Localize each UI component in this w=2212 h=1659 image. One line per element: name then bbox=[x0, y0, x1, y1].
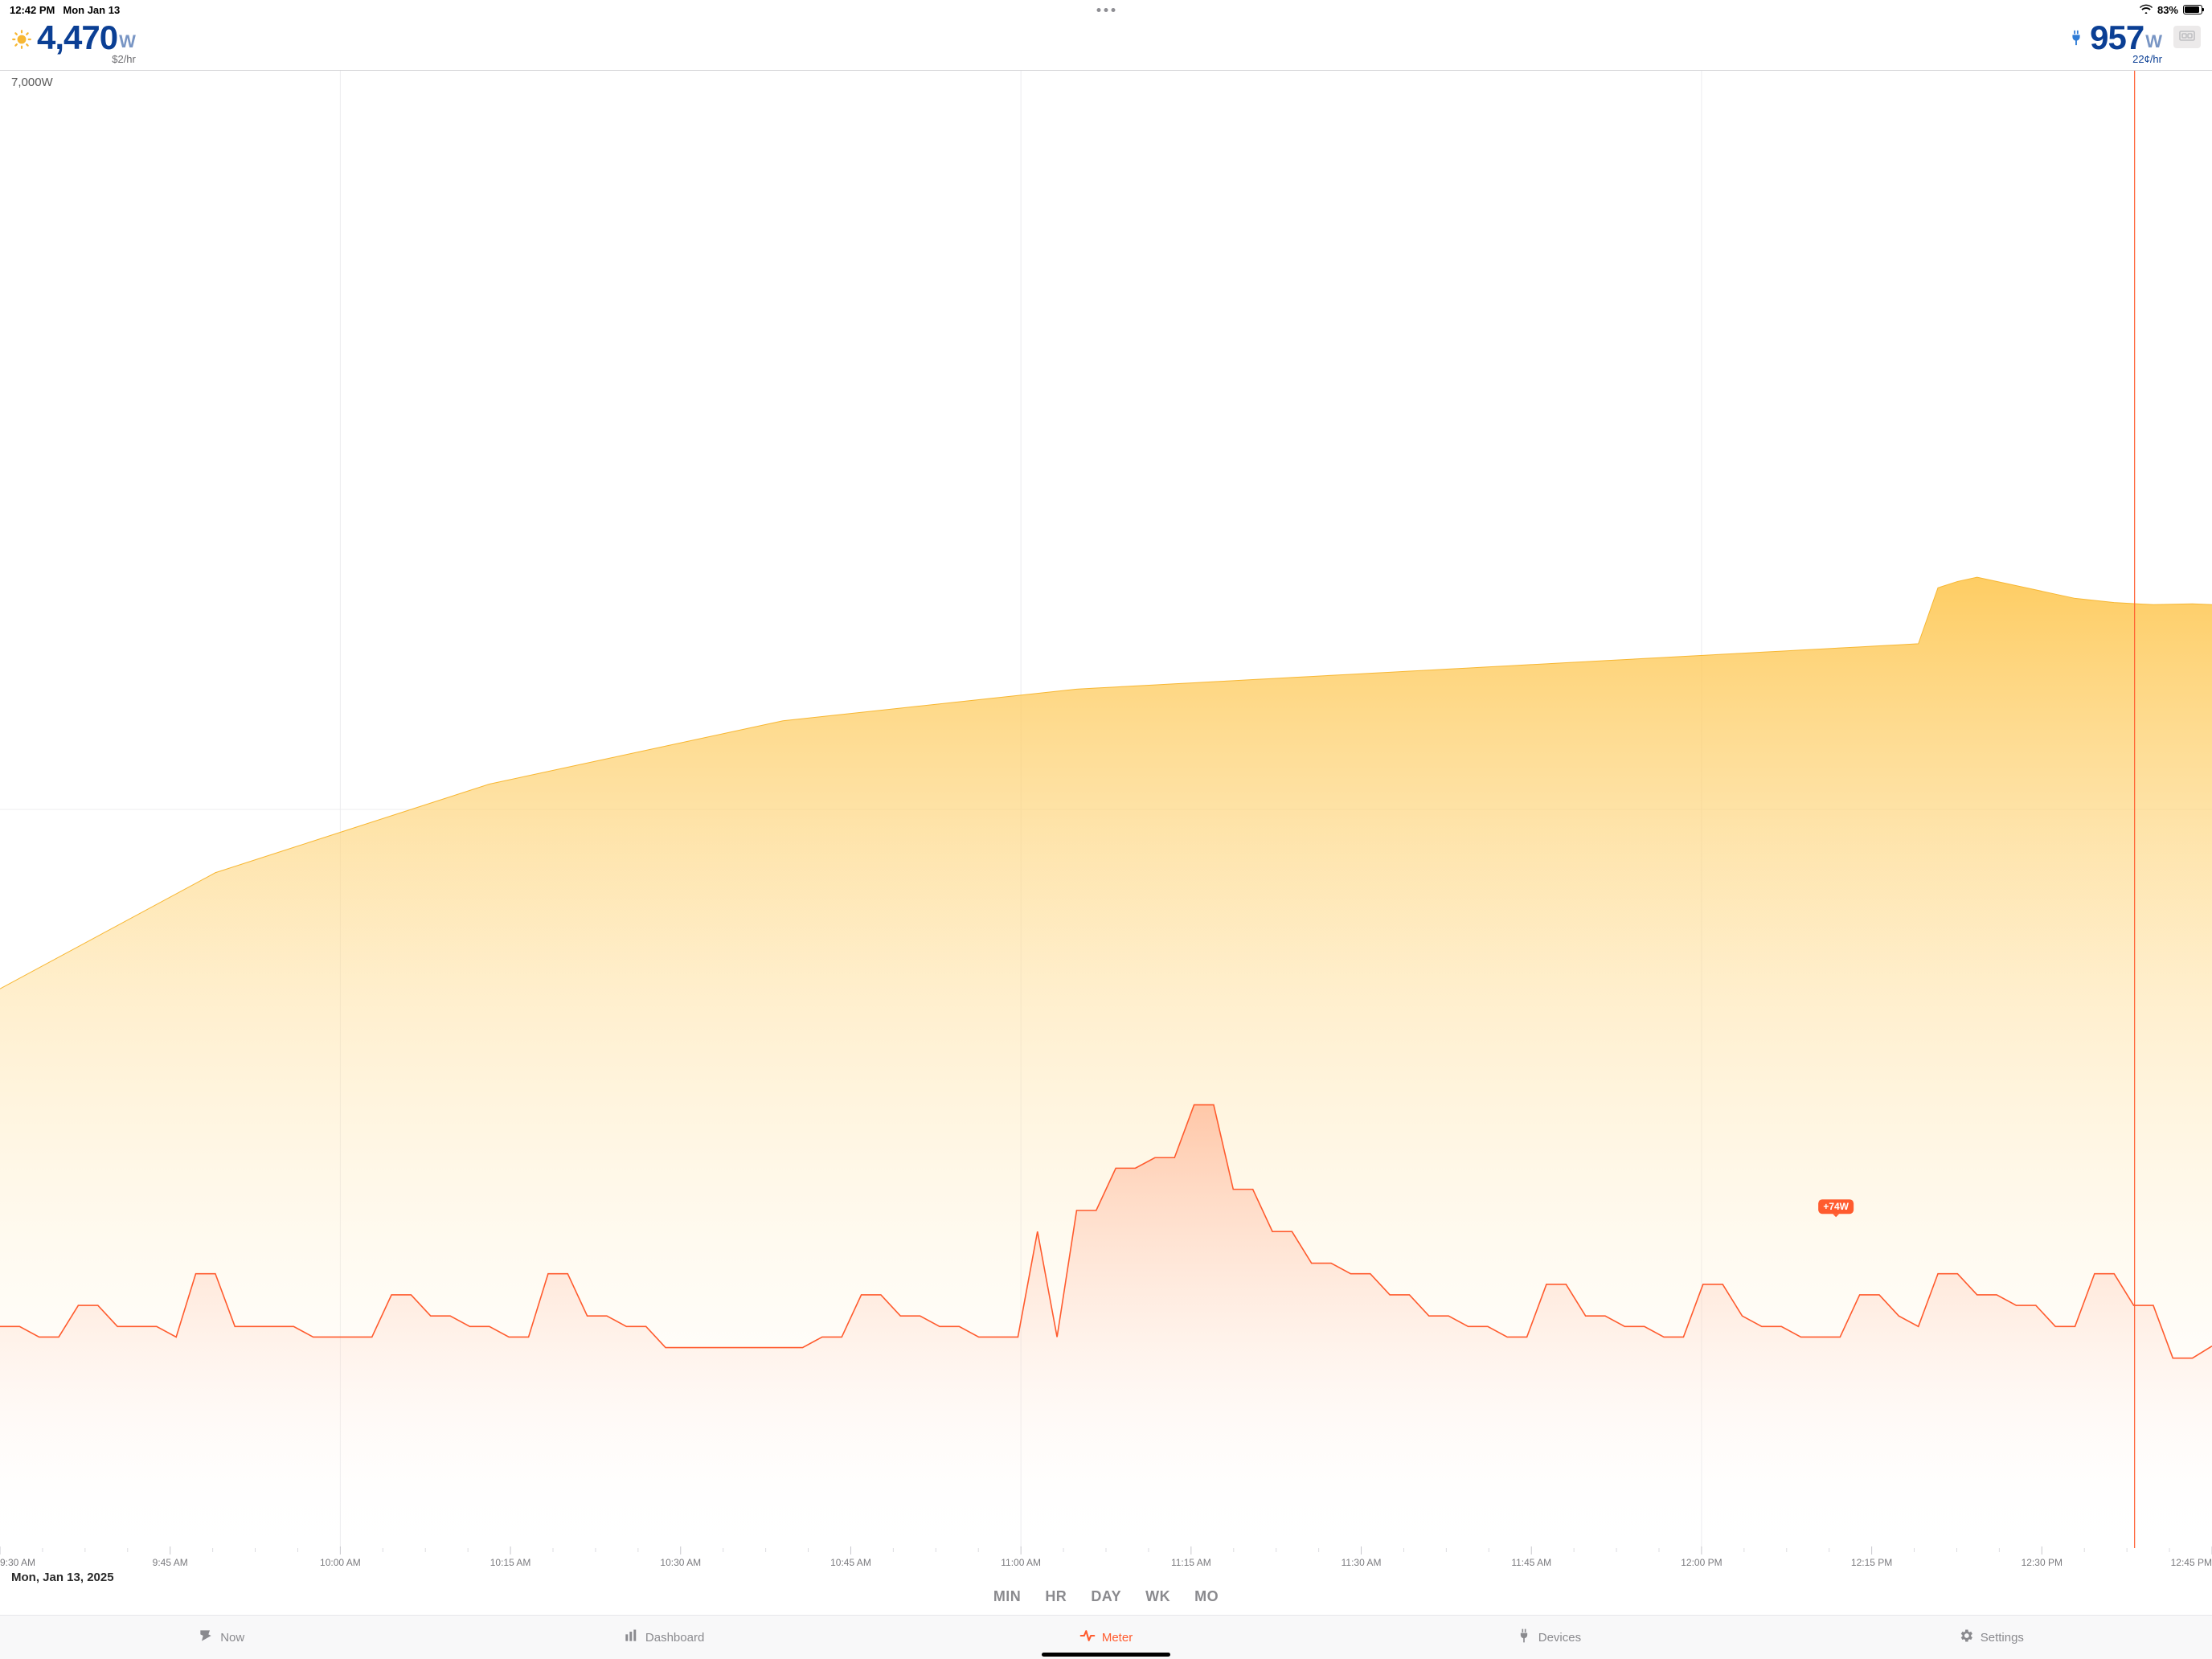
meter-icon bbox=[1079, 1628, 1096, 1647]
y-axis-label: 7,000W bbox=[11, 76, 53, 89]
battery-icon bbox=[2183, 5, 2202, 14]
range-wk[interactable]: WK bbox=[1145, 1588, 1170, 1605]
settings-icon bbox=[1958, 1628, 1974, 1647]
sun-icon bbox=[11, 29, 32, 54]
status-date: Mon Jan 13 bbox=[63, 4, 120, 16]
svg-text:12:30 PM: 12:30 PM bbox=[2022, 1557, 2062, 1568]
monitor-toggle-button[interactable] bbox=[2173, 26, 2201, 48]
svg-text:11:15 AM: 11:15 AM bbox=[1171, 1557, 1211, 1568]
svg-text:11:30 AM: 11:30 AM bbox=[1342, 1557, 1382, 1568]
battery-pct: 83% bbox=[2157, 4, 2178, 16]
time-range-selector: MIN HR DAY WK MO bbox=[0, 1580, 2212, 1616]
svg-text:11:45 AM: 11:45 AM bbox=[1511, 1557, 1551, 1568]
nav-devices[interactable]: Devices bbox=[1327, 1616, 1769, 1659]
delta-annotation: +74W bbox=[1818, 1200, 1854, 1215]
dashboard-icon bbox=[623, 1628, 639, 1647]
svg-text:9:30 AM: 9:30 AM bbox=[0, 1557, 35, 1568]
devices-icon bbox=[1516, 1628, 1532, 1647]
ipad-status-bar: 12:42 PM Mon Jan 13 83% bbox=[0, 0, 2212, 18]
nav-settings[interactable]: Settings bbox=[1770, 1616, 2212, 1659]
wifi-icon bbox=[2140, 4, 2153, 16]
range-day[interactable]: DAY bbox=[1091, 1588, 1121, 1605]
consumption-unit: W bbox=[2145, 31, 2162, 52]
chart-date-label: Mon, Jan 13, 2025 bbox=[11, 1571, 114, 1584]
svg-text:10:45 AM: 10:45 AM bbox=[830, 1557, 871, 1568]
nav-label: Dashboard bbox=[645, 1631, 704, 1645]
svg-text:9:45 AM: 9:45 AM bbox=[153, 1557, 188, 1568]
solar-watts: 4,470 bbox=[37, 21, 117, 55]
range-hr[interactable]: HR bbox=[1045, 1588, 1067, 1605]
status-time: 12:42 PM bbox=[10, 4, 55, 16]
now-icon bbox=[198, 1628, 214, 1647]
solar-cost: $2/hr bbox=[112, 53, 136, 65]
consumption-watts: 957 bbox=[2090, 21, 2144, 55]
svg-text:11:00 AM: 11:00 AM bbox=[1001, 1557, 1041, 1568]
svg-text:10:30 AM: 10:30 AM bbox=[660, 1557, 701, 1568]
svg-text:10:00 AM: 10:00 AM bbox=[320, 1557, 361, 1568]
power-chart[interactable]: 7,000W 9:30 AM 9:45 AM 10:00 AM 10:15 AM 10:… bbox=[0, 71, 2212, 1580]
svg-text:12:15 PM: 12:15 PM bbox=[1851, 1557, 1892, 1568]
solar-unit: W bbox=[119, 31, 136, 52]
nav-label: Devices bbox=[1538, 1631, 1581, 1645]
svg-text:12:00 PM: 12:00 PM bbox=[1681, 1557, 1722, 1568]
nav-label: Now bbox=[220, 1631, 244, 1645]
multitask-dots[interactable] bbox=[1097, 8, 1116, 12]
svg-text:12:45 PM: 12:45 PM bbox=[2171, 1557, 2212, 1568]
range-mo[interactable]: MO bbox=[1194, 1588, 1219, 1605]
nav-label: Meter bbox=[1102, 1631, 1133, 1645]
svg-text:10:15 AM: 10:15 AM bbox=[490, 1557, 531, 1568]
plug-icon bbox=[2067, 29, 2085, 51]
consumption-cost: 22¢/hr bbox=[2132, 53, 2162, 65]
app-header: 4,470 W $2/hr 957 W 22¢/hr bbox=[0, 18, 2212, 71]
nav-now[interactable]: Now bbox=[0, 1616, 442, 1659]
nav-dashboard[interactable]: Dashboard bbox=[442, 1616, 884, 1659]
range-min[interactable]: MIN bbox=[993, 1588, 1022, 1605]
nav-label: Settings bbox=[1981, 1631, 2024, 1645]
home-indicator[interactable] bbox=[1042, 1653, 1170, 1657]
